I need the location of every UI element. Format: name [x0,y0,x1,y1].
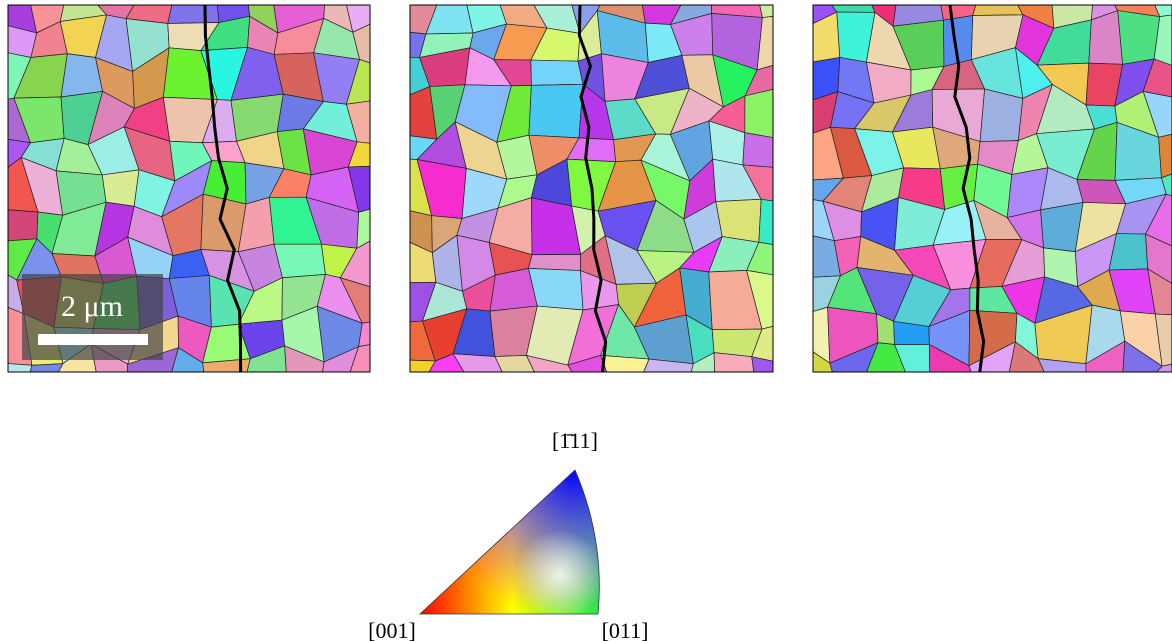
grain [528,83,584,139]
grain [744,65,773,97]
grain [347,165,370,213]
grain [1117,10,1161,65]
grain [29,363,64,372]
grain [972,5,1024,16]
ebsd-maps [7,4,1172,373]
grain [273,243,326,279]
grain [746,269,773,330]
map-frame [812,4,1172,373]
grain [345,59,370,105]
grain [202,358,251,372]
crack [203,5,243,372]
grain [322,345,360,372]
grain [643,358,694,372]
grain [751,326,773,362]
grain [525,354,573,372]
grain [813,351,833,372]
map-frame [7,4,371,373]
grain [246,345,287,372]
grain [284,345,325,372]
ipf-label-top: [1̄11] [552,428,598,453]
grain [1085,340,1126,372]
grain [600,354,650,372]
ebsd-map [813,5,1172,372]
grain [494,355,535,372]
grain [894,344,931,372]
crack [577,5,608,372]
grain [715,198,762,243]
grain [345,100,370,144]
grain [746,241,773,276]
grain [928,343,972,372]
grain [1154,5,1172,18]
ipf-key: [1̄11] [001] [011] [368,428,648,641]
grain [713,352,755,372]
grain [1008,341,1045,372]
grain [339,277,370,324]
scale-bar: 2 μm [22,274,163,360]
grain [1145,193,1172,247]
grain [1037,358,1087,372]
grain [567,354,608,372]
grain [979,88,1024,142]
grain [339,240,370,288]
grain [530,59,584,86]
grain [758,198,773,245]
grain [1153,14,1172,66]
crack [948,5,986,372]
scale-bar-line [38,334,148,345]
grain [167,5,220,24]
grain [410,86,438,140]
grain [829,342,879,372]
grain [101,169,140,207]
ipf-white [420,470,600,614]
grain [1142,91,1172,138]
grain [358,321,370,348]
grain [1161,173,1172,197]
ipf-label-right: [011] [602,618,649,641]
grain [744,88,773,138]
grain [352,23,370,64]
grain [8,209,39,242]
grain [866,342,906,372]
grain [690,352,716,372]
grain [428,353,465,372]
ebsd-map [410,5,773,372]
grain [742,164,773,202]
grain [356,208,370,249]
grain [1142,58,1172,98]
map-frame [409,4,774,373]
grain [759,5,773,18]
grain [1147,268,1172,316]
grain [410,359,436,372]
grain [349,344,370,372]
grain [1156,363,1172,372]
grain [8,363,33,372]
grain [742,132,773,168]
grain [171,347,205,372]
grain [1122,340,1163,372]
grain [528,268,584,311]
ipf-label-left: [001] [368,618,416,641]
grain [528,254,582,271]
grain [1158,133,1172,179]
grain [1154,313,1172,367]
grain [751,356,773,372]
grain [756,16,773,71]
scale-bar-box [22,274,163,360]
grain [452,353,503,372]
grain [346,5,370,33]
ebsd-map [8,5,370,372]
ipf-outline [418,469,600,615]
scale-bar-label: 2 μm [61,290,123,323]
grain [347,141,370,168]
